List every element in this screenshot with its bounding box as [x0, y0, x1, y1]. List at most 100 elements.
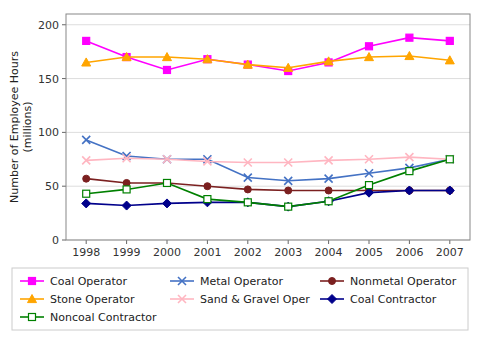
point-marker: [244, 199, 251, 206]
point-marker: [406, 168, 413, 175]
point-marker: [365, 188, 374, 197]
point-marker: [365, 155, 373, 163]
y-axis-label-line: (millions): [21, 102, 34, 153]
point-marker: [82, 199, 91, 208]
point-marker: [164, 179, 171, 186]
point-marker: [83, 175, 90, 182]
point-marker: [446, 155, 454, 163]
point-marker: [405, 51, 414, 59]
point-marker: [366, 43, 373, 50]
y-tick: [62, 240, 66, 241]
series-line: [86, 179, 450, 191]
point-marker: [163, 53, 172, 61]
point-marker: [446, 187, 453, 194]
point-marker: [123, 186, 130, 193]
point-marker: [244, 61, 251, 68]
series: [83, 34, 454, 74]
x-tick-label: 2000: [153, 246, 181, 259]
point-marker: [445, 56, 454, 64]
legend-marker: [178, 277, 186, 285]
point-marker: [446, 156, 453, 163]
point-marker: [365, 53, 374, 61]
grid-line: [66, 132, 470, 133]
y-tick-label: 150: [38, 73, 59, 86]
x-tick: [167, 240, 168, 244]
point-marker: [445, 186, 454, 195]
legend: Coal Operator Metal Operator Nonmetal Oper…: [12, 268, 468, 330]
point-marker: [366, 182, 373, 189]
y-tick-label: 50: [45, 180, 59, 193]
point-marker: [82, 156, 90, 164]
series: [82, 51, 455, 71]
grid-line: [66, 24, 470, 25]
point-marker: [122, 53, 131, 61]
point-marker: [83, 190, 90, 197]
point-marker: [204, 183, 211, 190]
point-marker: [163, 199, 172, 208]
x-tick-label: 2007: [436, 246, 464, 259]
point-marker: [405, 153, 413, 161]
point-marker: [406, 34, 413, 41]
x-tick: [86, 240, 87, 244]
point-marker: [244, 174, 252, 182]
series: [83, 156, 454, 210]
y-tick: [62, 24, 66, 25]
legend-marker: [29, 314, 36, 321]
x-tick-label: 2001: [193, 246, 221, 259]
x-tick: [126, 240, 127, 244]
point-marker: [406, 187, 413, 194]
x-tick: [449, 240, 450, 244]
grid-line: [66, 78, 470, 79]
point-marker: [203, 55, 212, 63]
point-marker: [285, 187, 292, 194]
x-tick: [288, 240, 289, 244]
y-tick-label: 200: [38, 19, 59, 32]
x-tick-label: 2005: [355, 246, 383, 259]
point-marker: [164, 179, 171, 186]
plot-area: [82, 34, 455, 211]
point-marker: [325, 156, 333, 164]
series-line: [86, 38, 450, 71]
series: [82, 136, 454, 185]
point-marker: [122, 201, 131, 210]
point-marker: [325, 198, 332, 205]
point-marker: [82, 58, 91, 66]
y-tick: [62, 186, 66, 187]
legend-label: Sand & Gravel Oper: [200, 293, 310, 306]
point-marker: [243, 60, 252, 68]
legend-label: Coal Contractor: [350, 293, 437, 306]
x-tick: [409, 240, 410, 244]
legend-label: Coal Operator: [50, 275, 127, 288]
x-tick-label: 1998: [72, 246, 100, 259]
point-marker: [203, 157, 211, 165]
legend-marker: [29, 278, 36, 285]
y-tick: [62, 132, 66, 133]
x-tick-label: 2002: [234, 246, 262, 259]
legend-marker: [178, 295, 186, 303]
legend-label: Noncoal Contractor: [50, 311, 157, 324]
x-tick: [247, 240, 248, 244]
point-marker: [204, 56, 211, 63]
y-tick-label: 0: [52, 234, 59, 247]
point-marker: [325, 175, 333, 183]
background: [0, 0, 480, 360]
series-line: [86, 140, 450, 181]
x-tick-label: 2006: [395, 246, 423, 259]
point-marker: [123, 154, 131, 162]
point-marker: [244, 186, 251, 193]
x-tick-label: 1999: [113, 246, 141, 259]
point-marker: [284, 177, 292, 185]
point-marker: [284, 202, 293, 211]
legend-label: Metal Operator: [200, 275, 284, 288]
point-marker: [285, 203, 292, 210]
point-marker: [446, 155, 454, 163]
legend-box: [12, 268, 468, 330]
x-tick: [207, 240, 208, 244]
point-marker: [405, 186, 414, 195]
point-marker: [446, 37, 453, 44]
plot-frame: [66, 14, 470, 240]
series-line: [86, 157, 450, 162]
y-axis-label: Number of Employee Hours(millions): [8, 51, 34, 203]
x-tick: [328, 240, 329, 244]
legend-label: Nonmetal Operator: [350, 275, 457, 288]
